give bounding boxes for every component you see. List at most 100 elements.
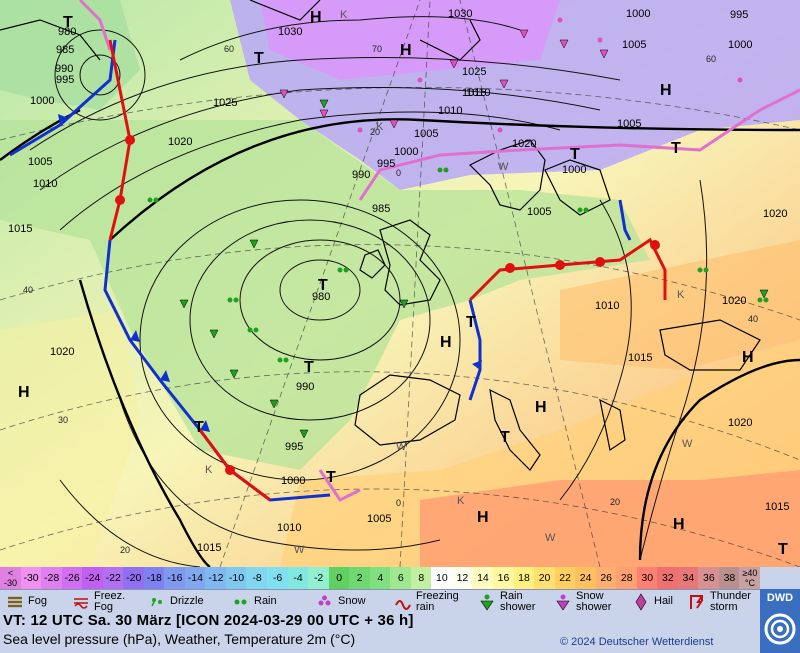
snow-icon xyxy=(316,593,334,611)
coastlines xyxy=(0,0,761,471)
scale-cell: 4 xyxy=(369,567,391,589)
isobar-label: 1025 xyxy=(462,66,486,78)
scale-cell: 8 xyxy=(410,567,432,589)
wind-label: W xyxy=(545,532,556,544)
low-pressure-label: T xyxy=(304,359,314,376)
isobar-label: 1030 xyxy=(278,26,302,38)
grid-label: 60 xyxy=(224,44,234,54)
scale-cell: -2 xyxy=(308,567,330,589)
high-pressure-label: H xyxy=(477,509,489,526)
snow-shower-symbols xyxy=(279,29,609,129)
high-pressure-label: H xyxy=(535,399,547,416)
rain-shower-symbols xyxy=(179,99,769,439)
isobar-label: 1000 xyxy=(626,8,650,20)
snow-symbols xyxy=(357,17,743,133)
drizzle-icon xyxy=(148,593,166,611)
scale-cell: 14 xyxy=(472,567,494,589)
thick-isobars xyxy=(0,108,800,567)
scale-cell: -12 xyxy=(205,567,227,589)
grid-label: 70 xyxy=(372,44,382,54)
scale-cell: 26 xyxy=(595,567,617,589)
wind-label: K xyxy=(677,289,685,301)
isobar-label: 980 xyxy=(312,291,330,303)
legend-label: Thunder storm xyxy=(710,590,751,613)
scale-cell: 28 xyxy=(616,567,638,589)
dwd-swirl-icon xyxy=(764,613,796,645)
high-pressure-label: H xyxy=(400,42,412,59)
isobar-label: 1000 xyxy=(728,39,752,51)
legend-item: Snow xyxy=(316,590,396,614)
snow-shower-icon xyxy=(554,593,572,611)
occluded-front xyxy=(358,88,800,201)
scale-cell: 32 xyxy=(657,567,679,589)
isobar-label: 990 xyxy=(352,169,370,181)
isobar-label: 985 xyxy=(372,203,390,215)
isobar-label: 995 xyxy=(285,441,303,453)
grid-lines xyxy=(0,0,800,567)
low-pressure-label: T xyxy=(254,50,264,67)
isobar-label: 1000 xyxy=(562,164,586,176)
isobar-label: 1020 xyxy=(728,417,752,429)
wind-label: W xyxy=(498,161,509,173)
legend-label: Rain xyxy=(254,595,277,607)
scale-cell: -10 xyxy=(225,567,247,589)
scale-cell: 0 xyxy=(328,567,350,589)
isobar-label: 1015 xyxy=(197,542,221,554)
isobar-label: 980 xyxy=(58,26,76,38)
isobar-label: 1010 xyxy=(438,105,462,117)
legend-label: Snow shower xyxy=(576,590,612,613)
isobar-label: 990 xyxy=(296,381,314,393)
low-pressure-label: T xyxy=(326,469,336,486)
isobar-label: 1010 xyxy=(277,522,301,534)
legend-label: Fog xyxy=(28,595,47,607)
scale-cell: -20 xyxy=(123,567,145,589)
copyright: © 2024 Deutscher Wetterdienst xyxy=(560,636,714,648)
dwd-logo: DWD xyxy=(760,589,800,653)
rain-symbols xyxy=(147,167,769,363)
isobar-label: 1020 xyxy=(512,138,536,150)
low-pressure-label: T xyxy=(466,314,476,331)
legend-item: Rain shower xyxy=(478,590,558,614)
warm-front-east xyxy=(468,237,667,302)
grid-label: 20 xyxy=(370,127,380,137)
scale-cell: ≥40 °C xyxy=(739,567,761,589)
legend-item: Rain xyxy=(232,590,312,614)
isobar-label: 1000 xyxy=(281,475,305,487)
isobar-label: 1005 xyxy=(617,118,641,130)
legend-item: Thunder storm xyxy=(688,590,768,614)
legend-label: Hail xyxy=(654,595,673,607)
wind-label: K xyxy=(205,464,213,476)
grid-label: 20 xyxy=(120,545,130,555)
legend-item: Freez. Fog xyxy=(72,590,152,614)
scale-cell: 30 xyxy=(636,567,658,589)
weather-map: 980 985 990 995 1000 1005 1010 1015 1020 1025 1030… xyxy=(0,0,800,567)
scale-cell: -16 xyxy=(164,567,186,589)
scale-cell: -18 xyxy=(143,567,165,589)
rain-shower-icon xyxy=(478,593,496,611)
isobar-label: 1010 xyxy=(595,300,619,312)
scale-cell: -22 xyxy=(102,567,124,589)
low-pressure-label: T xyxy=(500,429,510,446)
isobar-label: 985 xyxy=(56,44,74,56)
isobar-label: 995 xyxy=(377,158,395,170)
legend-label: Freez. Fog xyxy=(94,590,126,613)
legend-label: Snow xyxy=(338,595,366,607)
low-pressure-label: T xyxy=(318,277,328,294)
scale-cell: 16 xyxy=(492,567,514,589)
isobar-label: 995 xyxy=(730,9,748,21)
isobar-label: 1025 xyxy=(213,97,237,109)
scale-cell: -28 xyxy=(41,567,63,589)
valid-time-title: VT: 12 UTC Sa. 30 März [ICON 2024-03-29 … xyxy=(3,612,414,629)
legend-item: Freezing rain xyxy=(394,590,474,614)
high-pressure-label: H xyxy=(742,349,754,366)
isobar-label: 1020 xyxy=(763,208,787,220)
isobar-label: 1030 xyxy=(448,8,472,20)
wind-label: K xyxy=(376,121,384,133)
wind-label: K xyxy=(457,495,465,507)
scale-cell: -6 xyxy=(267,567,289,589)
grid-label: 40 xyxy=(23,285,33,295)
legend-label: Freezing rain xyxy=(416,590,459,613)
grid-label: 0 xyxy=(396,498,401,508)
wind-label: W xyxy=(682,438,693,450)
high-pressure-label: H xyxy=(18,384,30,401)
